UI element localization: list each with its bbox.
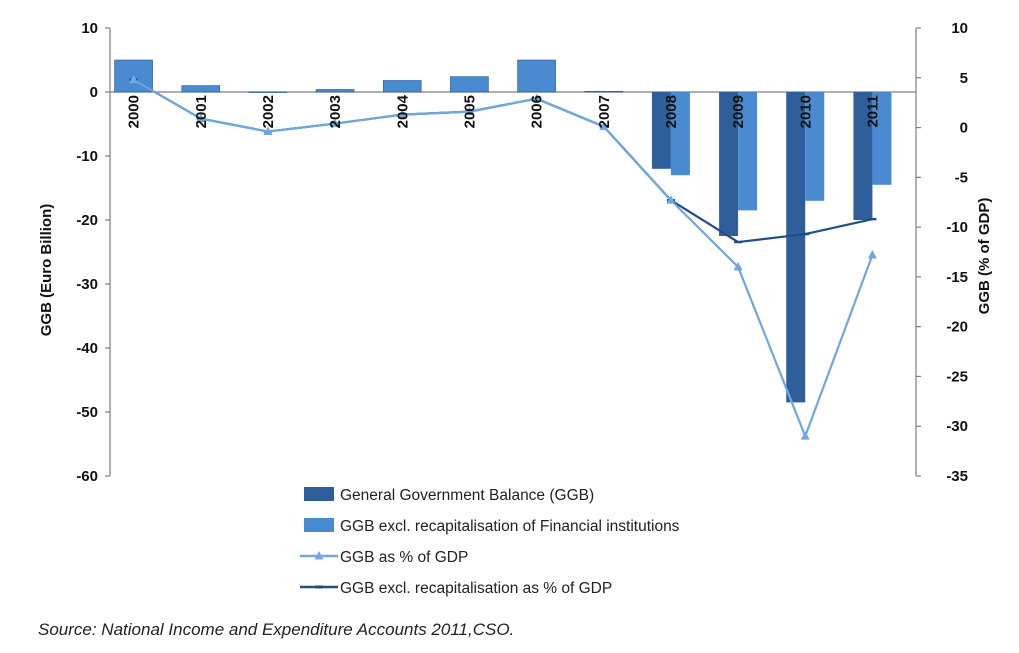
- source-note: Source: National Income and Expenditure …: [38, 620, 515, 639]
- point-ggb-pct-2004: [397, 109, 407, 119]
- category-label-2002: 2002: [260, 95, 277, 128]
- right-tick-label: 0: [960, 120, 968, 137]
- point-ggb-pct-2011: [867, 249, 877, 259]
- legend: General Government Balance (GGB) GGB excl…: [300, 487, 680, 597]
- bar-ggb-2002: [248, 91, 288, 93]
- left-tick-label: -20: [76, 212, 98, 229]
- point-ggb-pct-2003: [330, 118, 340, 128]
- category-label-2009: 2009: [730, 95, 747, 128]
- point-ggb-pct-2000: [129, 74, 139, 84]
- right-tick-label: -35: [946, 468, 968, 485]
- bar-ggb-2001: [181, 85, 221, 93]
- axes: [109, 28, 917, 476]
- category-label-2001: 2001: [193, 95, 210, 128]
- point-ggb-pct-2006: [532, 93, 542, 103]
- category-labels: 2000 2001 2002 2003 2004 2005 2006 2007 2008 2009…: [126, 94, 882, 128]
- point-ggb-pct-2009: [733, 261, 743, 271]
- bar-ggb-2005: [450, 76, 489, 93]
- lines: [129, 74, 877, 440]
- right-tick-label: 5: [960, 70, 968, 87]
- right-tick-label: -25: [946, 368, 968, 385]
- category-label-2011: 2011: [864, 95, 881, 128]
- bar-ggb-2008: [651, 92, 671, 169]
- legend-label-ggb-pct: GGB as % of GDP: [340, 549, 468, 566]
- left-tick-label: -10: [76, 148, 98, 165]
- category-label-2007: 2007: [596, 95, 613, 128]
- point-ggb-pct-2007: [599, 121, 609, 131]
- bar-ggb-2004: [382, 80, 422, 93]
- line-ggb-pct: [133, 78, 874, 438]
- right-tick-label: -30: [946, 418, 968, 435]
- legend-marker-ggb-pct: [314, 551, 324, 560]
- bar-ggb-2009: [719, 92, 739, 236]
- right-tick-label: -20: [946, 319, 968, 336]
- point-ggb-pct-2001: [196, 113, 206, 123]
- category-label-2004: 2004: [394, 94, 411, 128]
- bar-ggb-excl-2010: [805, 92, 825, 201]
- legend-swatch-ggb: [304, 487, 334, 501]
- left-tick-label: 0: [90, 84, 98, 101]
- left-y-ticks: 10 0 -10 -20 -30 -40 -50 -60: [76, 20, 110, 485]
- bar-ggb-excl-2009: [738, 92, 758, 211]
- right-tick-label: 10: [951, 20, 968, 37]
- legend-label-ggb-excl-pct: GGB excl. recapitalisation as % of GDP: [340, 580, 612, 597]
- point-ggb-pct-2008: [666, 195, 676, 204]
- category-label-2006: 2006: [529, 95, 546, 128]
- point-ggb-pct-2010: [800, 431, 810, 440]
- legend-label-ggb-excl: GGB excl. recapitalisation of Financial …: [340, 518, 680, 535]
- legend-label-ggb: General Government Balance (GGB): [340, 487, 594, 504]
- left-tick-label: -60: [76, 468, 98, 485]
- legend-swatch-ggb-excl: [304, 518, 334, 532]
- bar-ggb-2010: [786, 92, 806, 403]
- bar-ggb-2003: [315, 89, 355, 93]
- bar-ggb-2006: [517, 59, 556, 93]
- bar-ggb-excl-2008: [670, 92, 690, 176]
- category-label-2000: 2000: [126, 95, 143, 128]
- right-axis-title: GGB (% of GDP): [976, 198, 993, 315]
- bar-ggb-2007: [584, 91, 624, 93]
- bar-ggb-excl-2011: [872, 92, 892, 185]
- point-ggb-pct-2005: [464, 106, 474, 116]
- left-axis-title: GGB (Euro Billion): [38, 204, 55, 337]
- bar-ggb-2011: [853, 92, 873, 220]
- category-label-2010: 2010: [797, 95, 814, 128]
- left-tick-label: -50: [76, 404, 98, 421]
- left-tick-label: 10: [81, 20, 98, 37]
- bars: [114, 59, 892, 403]
- point-ggb-pct-2002: [263, 126, 273, 136]
- right-y-ticks: 10 5 0 -5 -10 -15 -20 -25 -30 -35: [916, 20, 968, 485]
- category-label-2008: 2008: [663, 95, 680, 128]
- right-tick-label: -5: [955, 169, 968, 186]
- right-tick-label: -10: [946, 219, 968, 236]
- left-tick-label: -30: [76, 276, 98, 293]
- category-label-2005: 2005: [461, 95, 478, 128]
- category-label-2003: 2003: [327, 95, 344, 128]
- left-tick-label: -40: [76, 340, 98, 357]
- right-tick-label: -15: [946, 269, 968, 286]
